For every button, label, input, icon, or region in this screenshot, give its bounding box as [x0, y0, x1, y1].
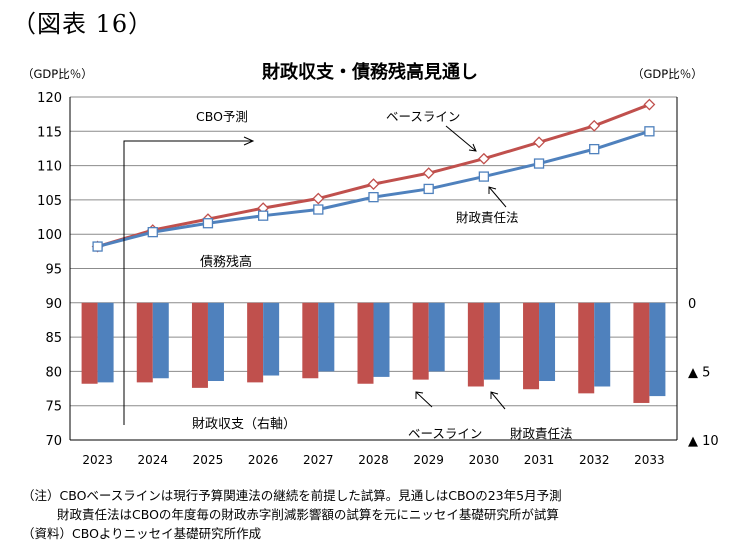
debt-point-act [147, 226, 158, 238]
debt-point-baseline [588, 119, 601, 132]
balance-act-label: 財政責任法 [510, 426, 573, 441]
x-tick-label: 2027 [303, 453, 334, 467]
note-3: （資料）CBOよりニッセイ基礎研究所作成 [22, 526, 262, 541]
left-tick-label: 75 [45, 400, 62, 415]
chart-title: 財政収支・債務残高見通し [262, 61, 478, 83]
debt-point-act [644, 126, 655, 137]
x-tick-label: 2023 [82, 453, 113, 467]
right-tick-label: ▲ 10 [688, 434, 719, 449]
x-tick-label: 2033 [634, 453, 665, 467]
debt-point-act [202, 218, 214, 229]
balance-bar-act [539, 302, 556, 382]
left-tick-label: 100 [37, 228, 62, 243]
cbo-forecast-arrowhead [243, 136, 255, 146]
balance-bar-baseline [81, 302, 98, 384]
left-tick-label: 80 [45, 365, 62, 380]
balance-bar-baseline [467, 302, 484, 387]
x-tick-label: 2029 [413, 453, 444, 467]
note-1: （注）CBOベースラインは現行予算関連法の継続を前提した試算。見通しはCBOの2… [22, 488, 562, 503]
x-tick-label: 2032 [579, 453, 610, 467]
debt-point-baseline [477, 152, 490, 165]
balance-bar-act [263, 302, 280, 376]
left-tick-label: 90 [45, 297, 62, 312]
balance-bar-baseline [412, 302, 429, 380]
balance-bar-act [207, 302, 224, 382]
debt-point-act [533, 158, 545, 169]
debt-point-act [589, 143, 600, 155]
balance-bar-baseline [357, 302, 374, 384]
debt-point-baseline [643, 98, 656, 111]
debt-point-act [478, 171, 490, 182]
left-tick-label: 70 [45, 434, 62, 449]
balance-bar-baseline [247, 302, 264, 383]
balance-bar-act [594, 302, 611, 387]
balance-bar-act [152, 302, 169, 379]
cbo-forecast-label: CBO予測 [196, 109, 248, 124]
x-tick-label: 2030 [469, 453, 500, 467]
debt-point-act [313, 204, 324, 215]
balance-bar-act [649, 302, 666, 397]
balance-bar-baseline [523, 302, 540, 390]
debt-label: 債務残高 [200, 254, 252, 270]
balance-bar-baseline [191, 302, 208, 388]
balance-bar-act [428, 302, 445, 372]
axes: 120 115 110 105 100 95 90 85 80 75 70 0 ▲ 5 ▲ 10 2023 2… [37, 91, 719, 467]
left-tick-label: 115 [37, 125, 62, 140]
debt-act-label: 財政責任法 [456, 210, 519, 225]
debt-act-arrow [488, 186, 507, 208]
left-tick-label: 105 [37, 194, 62, 209]
debt-point-baseline [367, 178, 380, 191]
debt-point-baseline [312, 192, 325, 205]
left-axis-unit: （GDP比％） [22, 67, 93, 81]
balance-bar-baseline [136, 302, 153, 383]
balance-bar-act [373, 302, 390, 377]
balance-bars [81, 302, 666, 403]
x-tick-label: 2025 [193, 453, 224, 467]
debt-point-baseline [533, 136, 545, 149]
debt-point-baseline [422, 167, 435, 180]
left-tick-label: 95 [45, 263, 62, 278]
left-tick-label: 85 [45, 331, 62, 346]
debt-point-act [257, 210, 269, 221]
balance-bar-act [318, 302, 335, 372]
x-tick-label: 2028 [358, 453, 389, 467]
right-tick-label: 0 [688, 297, 696, 312]
balance-bar-baseline [578, 302, 595, 394]
balance-bar-act [483, 302, 500, 380]
right-axis-unit: （GDP比％） [632, 67, 703, 81]
cbo-forecast-bracket [123, 140, 252, 425]
debt-point-act [92, 241, 103, 252]
figure-label: （図表 16） [12, 10, 154, 38]
notes: （注）CBOベースラインは現行予算関連法の継続を前提した試算。見通しはCBOの2… [22, 486, 562, 543]
debt-baseline-label: ベースライン [386, 109, 460, 124]
left-tick-label: 120 [37, 91, 62, 106]
balance-baseline-label: ベースライン [408, 426, 482, 441]
right-tick-label: ▲ 5 [688, 365, 710, 380]
debt-point-act [423, 183, 434, 195]
note-2: 財政責任法はCBOの年度毎の財政赤字削減影響額の試算を元にニッセイ基礎研究所が試… [57, 507, 559, 522]
annotation-arrows [123, 125, 507, 425]
x-tick-label: 2031 [524, 453, 555, 467]
balance-act-arrow [490, 391, 506, 410]
left-tick-label: 110 [37, 160, 62, 175]
x-tick-label: 2024 [137, 453, 168, 467]
balance-label: 財政収支（右軸） [192, 417, 296, 432]
balance-baseline-arrow [415, 391, 433, 408]
debt-line-baseline [97, 103, 650, 248]
balance-bar-baseline [302, 302, 319, 379]
debt-point-act [368, 192, 379, 203]
chart: 120 115 110 105 100 95 90 85 80 75 70 0 ▲ 5 ▲ 10 2023 2… [22, 61, 719, 467]
balance-bar-baseline [633, 302, 650, 403]
gridlines [70, 96, 677, 441]
balance-bar-act [97, 302, 114, 383]
debt-lines [91, 98, 656, 253]
x-tick-label: 2026 [248, 453, 279, 467]
debt-baseline-arrow [445, 125, 477, 152]
